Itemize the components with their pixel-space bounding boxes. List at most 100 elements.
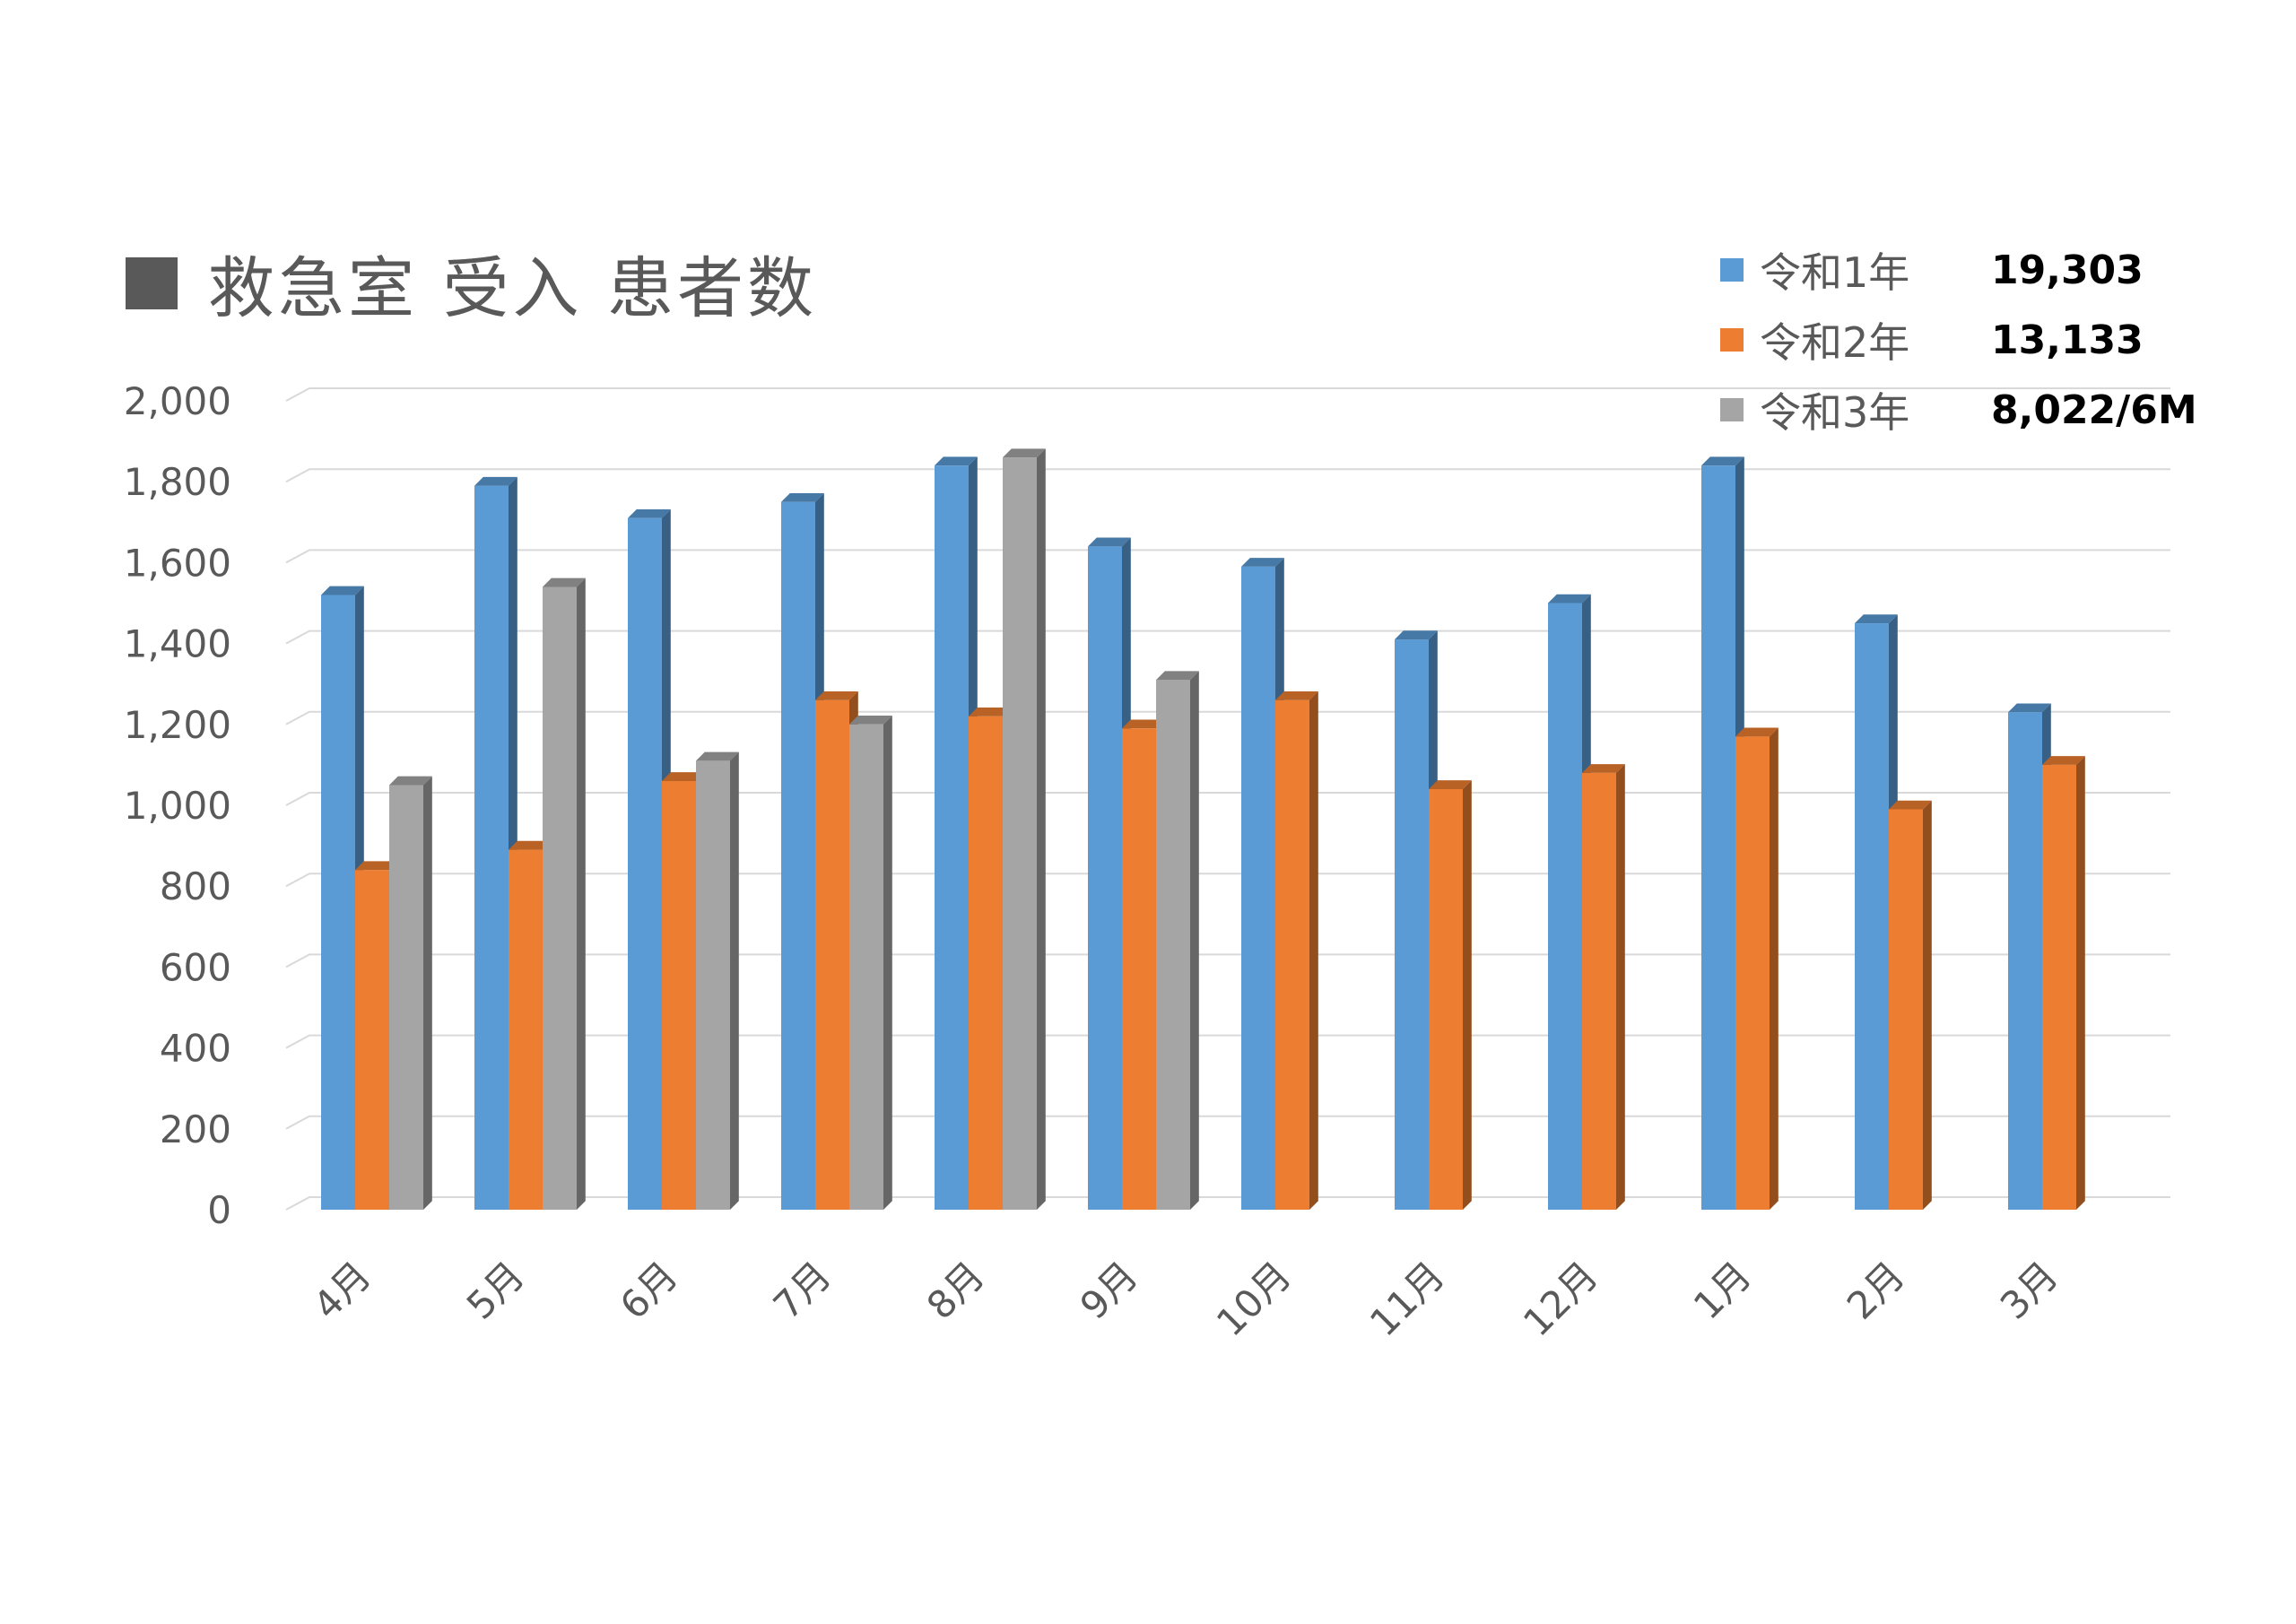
bar [1088,537,1131,1210]
bar [1003,448,1046,1211]
bar-top [969,707,1012,716]
x-tick-label: 8月 [918,1253,993,1327]
bar-top [509,840,552,850]
x-axis-labels: 4月 5月 6月 7月 8月 9月 10月 11月 12月 1月 2月 3月 [305,1253,2066,1344]
legend-total-series-1: 19,303 [1991,247,2144,293]
y-tick-label: 1,200 [124,703,231,747]
bar-side [1463,780,1472,1210]
bar-front [781,501,815,1210]
y-tick-label: 1,000 [124,784,231,828]
y-tick-label: 200 [160,1107,231,1151]
title-square-icon [126,256,178,309]
bar-top [2042,756,2085,765]
legend-total-series-2: 13,133 [1991,317,2144,363]
bar-top [815,690,858,700]
y-tick-label: 0 [207,1188,231,1232]
x-tick-label: 11月 [1361,1253,1453,1344]
bar-front [935,465,969,1210]
bar-top [1701,456,1744,466]
bar-front [1241,566,1275,1210]
chart-title-group: 救急室 受入 患者数 [126,235,817,331]
x-tick-label: 3月 [1992,1253,2066,1327]
bar-side [883,716,892,1210]
bar [1889,800,1932,1210]
bar-front [1088,546,1122,1210]
bar-top [1889,800,1932,810]
y-tick-label: 2,000 [124,379,231,423]
legend-item-series-2: 令和2年 13,133 [1720,305,2197,375]
gridline [285,549,2170,564]
x-tick-label: 6月 [612,1253,686,1327]
bar-top [1088,537,1131,547]
legend-swatch-series-2 [1720,328,1744,352]
legend-total-series-3: 8,022/6M [1991,386,2197,433]
bar-top [1429,780,1472,789]
bar [389,776,432,1210]
bar-top [1855,614,1898,624]
bar [696,751,739,1210]
x-tick-label: 4月 [305,1253,379,1327]
bar-top [662,772,705,781]
legend-name-series-1: 令和1年 [1760,248,1910,297]
bar-front [1003,457,1037,1210]
bar-top [474,476,517,486]
x-tick-label: 7月 [765,1253,839,1327]
bar-front [1275,699,1309,1210]
bar-top [935,456,978,466]
bar-side [1037,448,1046,1211]
bar-front [1156,680,1190,1210]
legend: 令和1年 19,303 令和2年 13,133 令和3年 8,022/6M [1720,235,2197,445]
legend-swatch-series-3 [1720,398,1744,421]
bar-front [662,780,696,1210]
bar-side [1309,690,1318,1210]
bar-front [2042,764,2076,1210]
bar-front [321,595,355,1210]
bar [1275,690,1318,1210]
y-tick-label: 400 [160,1027,231,1071]
x-tick-label: 5月 [458,1253,533,1327]
bar [1156,671,1199,1210]
bar-side [1923,800,1932,1210]
bar-front [628,517,662,1210]
bar-top [389,776,432,786]
bar-top [1003,448,1046,458]
bar-front [849,724,883,1210]
bar [1735,727,1779,1210]
x-tick-label: 12月 [1515,1253,1606,1344]
bar-front [1855,623,1889,1210]
bar-top [1395,630,1438,640]
legend-name-series-2: 令和2年 [1760,318,1910,367]
legend-name-series-3: 令和3年 [1760,388,1910,437]
bar-top [628,508,671,518]
legend-item-series-3: 令和3年 8,022/6M [1720,375,2197,445]
y-tick-label: 1,400 [124,622,231,666]
bar-front [1548,603,1582,1210]
bar-top [1275,690,1318,700]
bar [781,492,824,1210]
bar-top [1582,764,1625,773]
x-tick-label: 1月 [1685,1253,1760,1327]
y-axis-ticks: 0 200 400 600 800 1,000 1,200 1,400 1,600 1,800 2,… [124,379,231,1232]
bar-side [1770,727,1779,1210]
bar-front [1735,736,1770,1210]
bar-side [2076,756,2085,1210]
bar-top [849,716,892,725]
bar-top [543,578,586,587]
bar-side [577,578,586,1210]
bar-front [1395,639,1429,1210]
x-tick-label: 10月 [1208,1253,1300,1344]
legend-item-series-1: 令和1年 19,303 [1720,235,2197,305]
y-tick-label: 600 [160,945,231,989]
bar-front [389,785,423,1210]
bar-top [2008,703,2051,713]
bar-front [543,586,577,1210]
bar-top [355,861,398,871]
bar [474,476,517,1210]
bar-top [696,751,739,761]
bar-front [815,699,849,1210]
bar-front [1701,465,1735,1210]
bar-front [474,485,509,1210]
bar [1429,780,1472,1210]
bar-front [1122,728,1156,1210]
